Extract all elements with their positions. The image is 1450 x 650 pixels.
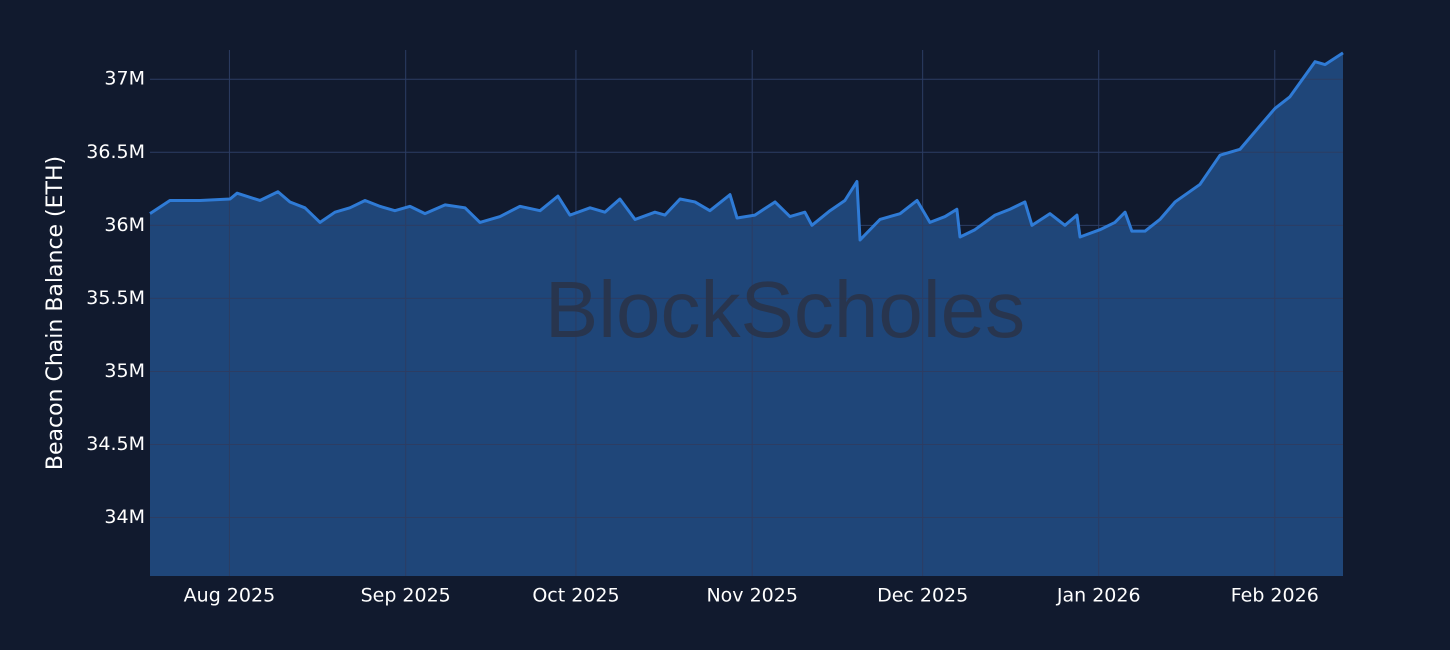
line [149,51,1344,242]
y-tick-label: 36.5M [86,141,145,163]
x-tick-label: Dec 2025 [877,585,968,607]
y-axis-label: Beacon Chain Balance (ETH) [43,156,68,470]
x-tick-label: Aug 2025 [184,585,276,607]
y-tick-label: 34.5M [86,433,145,455]
y-tick-label: 35M [104,360,145,382]
y-tick-label: 34M [104,506,145,528]
x-tick-label: Jan 2026 [1056,585,1141,607]
y-tick-label: 36M [104,214,145,236]
x-tick-label: Feb 2026 [1231,585,1319,607]
y-tick-label: 37M [104,68,145,90]
x-tick-label: Sep 2025 [361,585,451,607]
area-fill [150,52,1343,577]
x-tick-label: Oct 2025 [532,585,619,607]
watermark: BlockScholes [545,265,1025,354]
x-tick-label: Nov 2025 [706,585,797,607]
y-tick-label: 35.5M [86,287,145,309]
